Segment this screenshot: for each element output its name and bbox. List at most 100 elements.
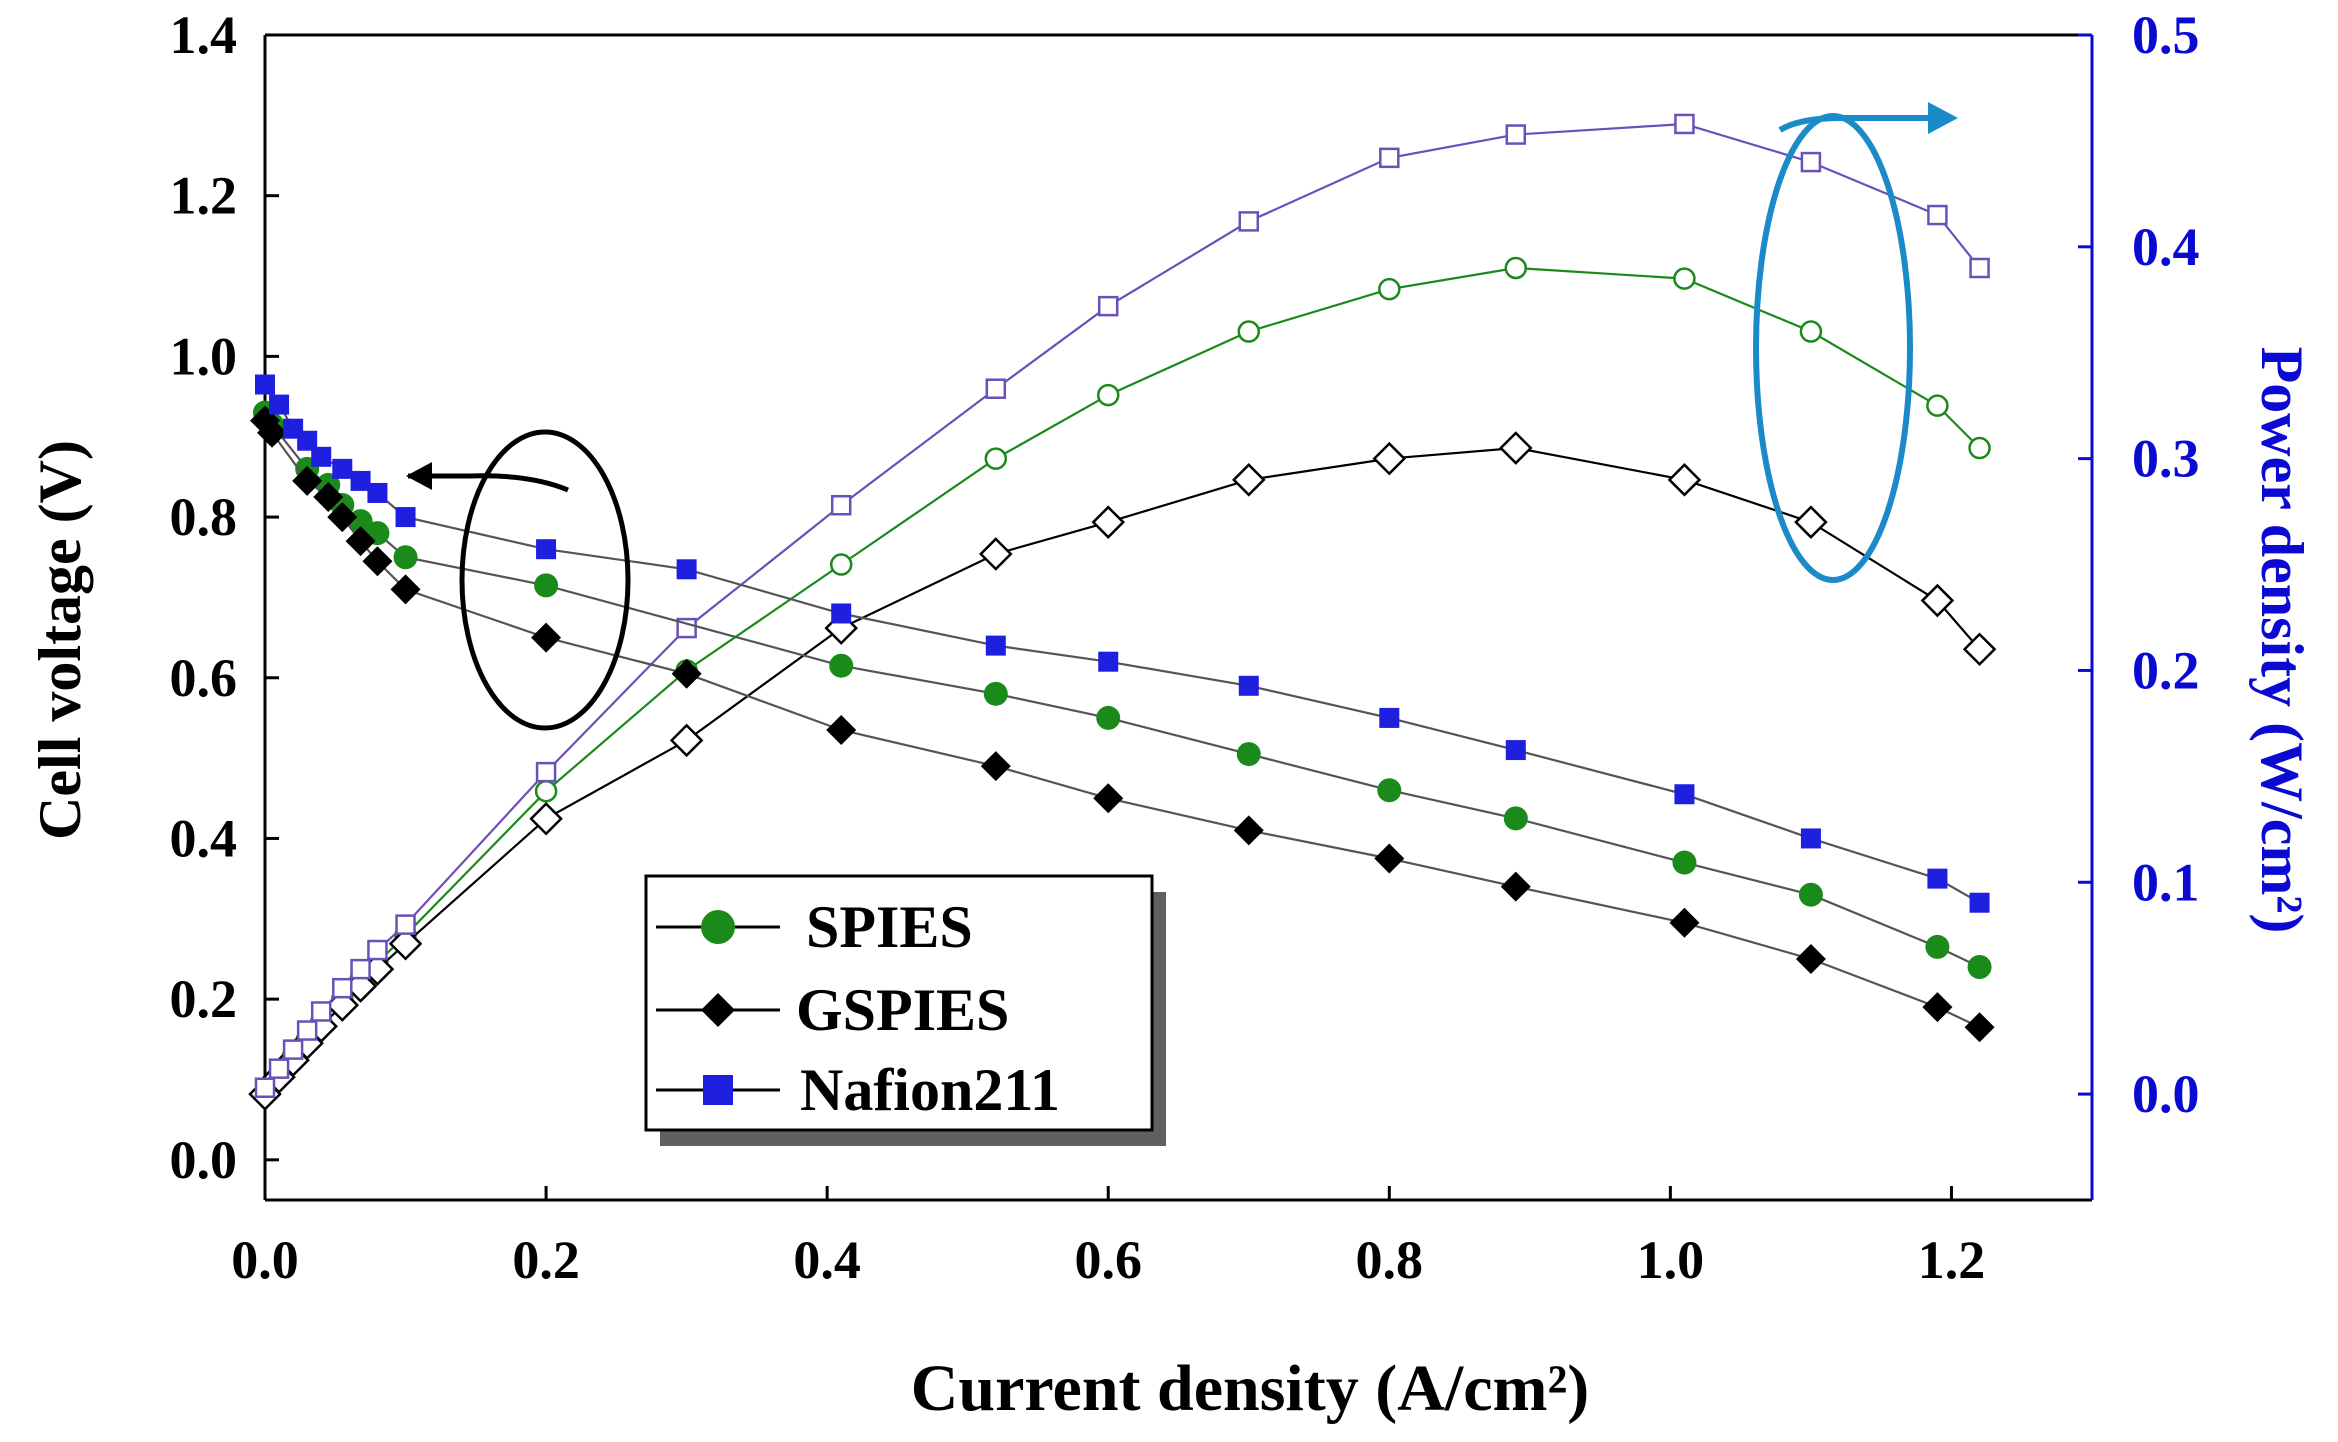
power-point-gspies bbox=[1667, 463, 1702, 497]
y-left-tick-label: 0.6 bbox=[170, 648, 238, 708]
x-tick-label: 0.2 bbox=[512, 1230, 580, 1290]
power-point-nafion bbox=[332, 977, 353, 999]
arrow-left-icon bbox=[406, 462, 432, 490]
x-tick-label: 0.4 bbox=[793, 1230, 861, 1290]
power-point-spies bbox=[1504, 256, 1528, 280]
voltage-point-spies bbox=[534, 573, 559, 598]
x-tick-label: 1.2 bbox=[1918, 1230, 1986, 1290]
voltage-point-gspies bbox=[257, 417, 288, 448]
voltage-point-gspies bbox=[671, 658, 702, 689]
voltage-point-nafion bbox=[1927, 868, 1948, 889]
voltage-point-nafion bbox=[1969, 892, 1990, 913]
power-point-nafion bbox=[830, 494, 852, 516]
power-point-spies bbox=[1926, 394, 1949, 417]
power-point-spies bbox=[1096, 383, 1120, 407]
power-point-nafion bbox=[268, 1058, 290, 1079]
voltage-point-gspies bbox=[826, 714, 857, 745]
y-left-tick-label: 0.2 bbox=[170, 969, 238, 1029]
power-point-spies bbox=[1378, 277, 1401, 301]
voltage-point-gspies bbox=[1093, 783, 1124, 814]
power-series-nafion bbox=[254, 113, 1990, 1098]
voltage-point-nafion bbox=[395, 507, 416, 528]
voltage-point-spies bbox=[1798, 882, 1823, 907]
power-point-gspies bbox=[1091, 505, 1125, 539]
left-axis-title: Cell voltage (V) bbox=[27, 440, 93, 840]
y-left-tick-label: 1.4 bbox=[170, 5, 238, 65]
voltage-point-spies bbox=[829, 653, 854, 678]
x-tick-label: 0.0 bbox=[231, 1230, 299, 1290]
voltage-series-nafion bbox=[255, 374, 1990, 913]
power-point-nafion bbox=[254, 1077, 276, 1098]
plot-frame bbox=[263, 33, 2094, 1202]
power-point-spies bbox=[534, 779, 558, 803]
y-right-tick-label: 0.1 bbox=[2132, 852, 2200, 912]
voltage-point-spies bbox=[393, 545, 418, 570]
voltage-point-spies bbox=[1503, 806, 1528, 831]
legend-marker-spies bbox=[701, 910, 735, 944]
y-left-tick-label: 0.0 bbox=[170, 1130, 238, 1190]
voltage-point-gspies bbox=[292, 465, 323, 496]
power-point-gspies bbox=[1794, 505, 1828, 539]
right-axis-title: Power density (W/cm²) bbox=[2249, 347, 2315, 934]
voltage-point-gspies bbox=[390, 574, 421, 605]
annotation-ellipse-left bbox=[459, 429, 631, 731]
y-left-tick-label: 0.8 bbox=[170, 487, 238, 547]
annotation-power bbox=[1753, 102, 1958, 583]
voltage-point-gspies bbox=[362, 546, 393, 577]
power-point-nafion bbox=[1800, 151, 1822, 173]
annotation-arrow-line-right bbox=[1778, 115, 1948, 133]
power-point-spies bbox=[1237, 320, 1261, 343]
legend: SPIES GSPIES Nafion211 bbox=[644, 874, 1166, 1146]
power-point-gspies bbox=[529, 801, 563, 836]
voltage-point-gspies bbox=[1233, 815, 1264, 846]
legend-marker-gspies bbox=[701, 993, 735, 1027]
power-point-nafion bbox=[395, 914, 416, 935]
power-point-nafion bbox=[1674, 113, 1695, 135]
y-right-tick-label: 0.4 bbox=[2132, 217, 2200, 277]
voltage-series-gspies bbox=[250, 405, 1995, 1043]
voltage-point-nafion bbox=[367, 482, 388, 503]
voltage-point-nafion bbox=[985, 635, 1006, 656]
power-point-nafion bbox=[296, 1020, 318, 1041]
voltage-point-spies bbox=[1377, 778, 1402, 803]
voltage-point-spies bbox=[1967, 955, 1992, 979]
y-right-tick-label: 0.5 bbox=[2132, 5, 2200, 65]
voltage-point-nafion bbox=[350, 470, 371, 491]
voltage-point-nafion bbox=[255, 374, 275, 395]
power-point-gspies bbox=[1372, 441, 1407, 476]
voltage-point-spies bbox=[1236, 742, 1261, 767]
power-point-spies bbox=[1968, 436, 1991, 460]
voltage-point-nafion bbox=[1505, 740, 1526, 761]
voltage-point-nafion bbox=[1098, 651, 1119, 672]
power-point-gspies bbox=[1232, 463, 1266, 497]
power-point-gspies bbox=[669, 723, 704, 758]
voltage-point-nafion bbox=[1238, 675, 1259, 696]
legend-marker-nafion bbox=[703, 1075, 733, 1105]
voltage-point-gspies bbox=[980, 751, 1011, 782]
voltage-point-nafion bbox=[311, 446, 332, 467]
power-point-nafion bbox=[535, 761, 557, 783]
voltage-point-gspies bbox=[1795, 943, 1826, 974]
voltage-point-gspies bbox=[531, 622, 562, 653]
x-tick-label: 0.8 bbox=[1356, 1230, 1424, 1290]
voltage-point-nafion bbox=[297, 430, 318, 451]
voltage-point-nafion bbox=[1379, 707, 1400, 728]
voltage-point-gspies bbox=[1669, 907, 1700, 938]
voltage-point-nafion bbox=[831, 603, 852, 624]
power-point-nafion bbox=[282, 1039, 304, 1060]
voltage-point-gspies bbox=[1500, 871, 1531, 902]
power-point-gspies bbox=[1499, 431, 1533, 465]
y-left-tick-label: 1.2 bbox=[170, 166, 238, 226]
power-point-spies bbox=[1673, 267, 1696, 290]
voltage-point-nafion bbox=[1674, 784, 1695, 805]
y-left-tick-label: 0.4 bbox=[170, 808, 238, 868]
voltage-point-gspies bbox=[1374, 843, 1405, 874]
y-right-tick-label: 0.2 bbox=[2132, 640, 2200, 700]
voltage-point-spies bbox=[983, 681, 1008, 706]
voltage-point-gspies bbox=[1964, 1012, 1995, 1043]
arrow-right-icon bbox=[1928, 102, 1958, 134]
power-point-spies bbox=[1799, 320, 1823, 343]
power-point-nafion bbox=[676, 617, 697, 639]
